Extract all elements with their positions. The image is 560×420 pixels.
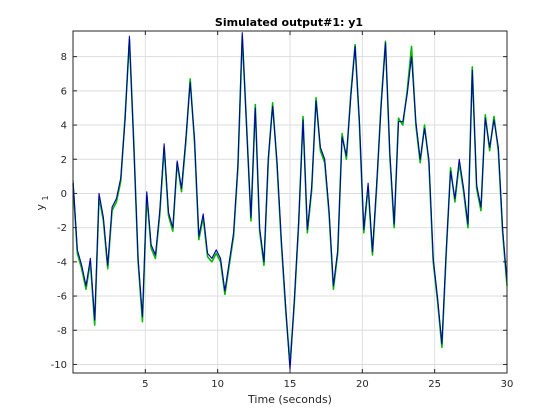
y-tick-label: -8: [57, 326, 67, 337]
y-tick-label: 2: [61, 155, 67, 166]
x-tick-label: 10: [211, 379, 224, 390]
chart-title: Simulated output#1: y1: [215, 16, 363, 29]
x-tick-label: 25: [428, 379, 441, 390]
y-axis-label-subscript: 1: [41, 195, 50, 200]
y-tick-label: -2: [57, 223, 67, 234]
x-tick-label: 20: [356, 379, 369, 390]
y-tick-label: 0: [61, 189, 67, 200]
x-tick-label: 30: [501, 379, 514, 390]
x-tick-label: 15: [284, 379, 297, 390]
y-axis-label-main: y: [34, 204, 47, 211]
y-tick-label: -4: [57, 257, 67, 268]
y-tick-label: -10: [51, 360, 67, 371]
ticks: 5 10 15 20 25 30 -10 -8 -6 -4 -2 0 2 4 6 8: [51, 31, 514, 390]
x-axis-label: Time (seconds): [247, 393, 332, 406]
y-axis-label: y 1: [34, 195, 50, 210]
y-tick-label: 6: [61, 86, 67, 97]
y-tick-label: 4: [61, 121, 67, 132]
x-tick-label: 5: [142, 379, 148, 390]
y-tick-label: -6: [57, 292, 67, 303]
y-tick-label: 8: [61, 52, 67, 63]
